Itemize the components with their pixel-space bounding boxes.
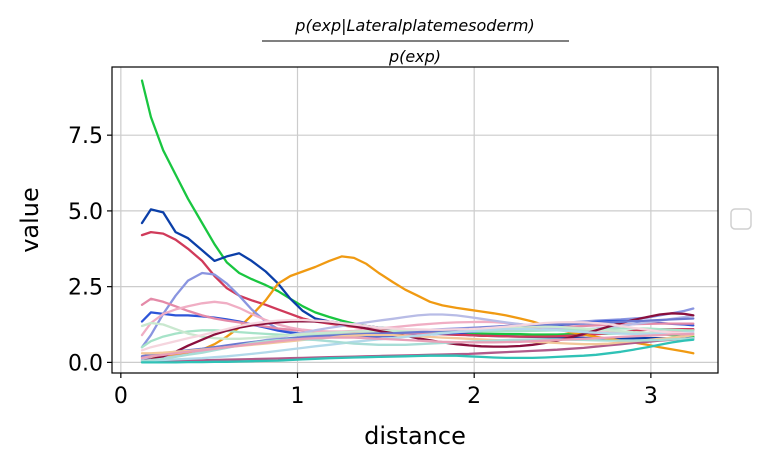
- axis-ticks: 0 1 2 3 0.0 2.5 5.0 7.5: [68, 124, 658, 409]
- series-line-11: [140, 312, 695, 363]
- chart-title-denominator: p(exp): [388, 47, 441, 66]
- plot-frame: [111, 66, 719, 374]
- x-tick-label-2: 2: [467, 384, 481, 409]
- series-line-16: [140, 318, 695, 352]
- y-tick-label-3: 7.5: [68, 124, 103, 149]
- legend-box: [730, 208, 752, 230]
- series-line-19: [140, 338, 695, 364]
- x-tick-label-0: 0: [114, 384, 128, 409]
- x-axis-label: distance: [364, 422, 466, 450]
- y-axis-label: value: [16, 187, 44, 253]
- series-line-15: [140, 327, 695, 363]
- x-tick-label-1: 1: [291, 384, 305, 409]
- series-line-18: [140, 332, 695, 360]
- series-line-0: [140, 79, 695, 338]
- chart-title: p(exp|Lateralplatemesoderm) p(exp): [262, 16, 569, 66]
- y-tick-label-1: 2.5: [68, 276, 103, 301]
- x-tick-label-3: 3: [644, 384, 658, 409]
- chart-title-numerator: p(exp|Lateralplatemesoderm): [294, 16, 534, 35]
- series-line-12: [140, 317, 695, 358]
- y-tick-label-2: 5.0: [68, 200, 103, 225]
- series-line-6: [140, 297, 695, 335]
- y-tick-label-0: 0.0: [68, 351, 103, 376]
- series-group: [140, 79, 695, 364]
